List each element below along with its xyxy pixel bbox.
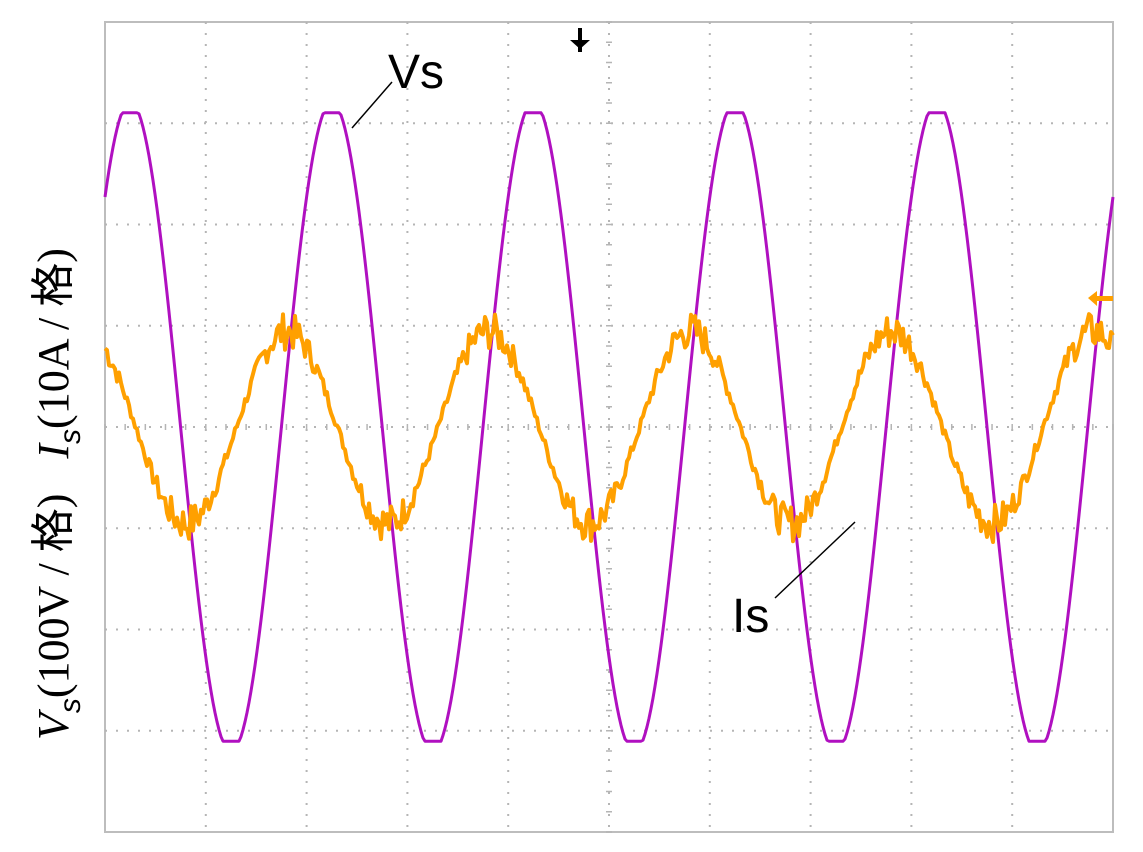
y-axis-label: Vs(100V / 格) Is(10A / 格) — [29, 248, 87, 740]
series-vs-trace — [103, 111, 1115, 743]
i-symbol: I — [29, 442, 78, 460]
trigger-marker-icon — [570, 28, 590, 52]
current-level-marker-icon — [1088, 291, 1113, 306]
v-symbol: V — [29, 708, 78, 740]
traces — [103, 111, 1115, 743]
grid — [104, 21, 1114, 833]
i-units: (10A / 格) — [29, 248, 78, 429]
is-leader-line — [774, 521, 856, 599]
is-annotation: Is — [732, 590, 769, 643]
vs-annotation: Vs — [388, 46, 444, 99]
vs-leader-line — [351, 81, 393, 129]
series-is-trace — [103, 312, 1115, 544]
v-subscript: s — [54, 698, 87, 713]
v-units: (100V / 格) — [29, 494, 78, 699]
i-subscript: s — [54, 429, 87, 444]
